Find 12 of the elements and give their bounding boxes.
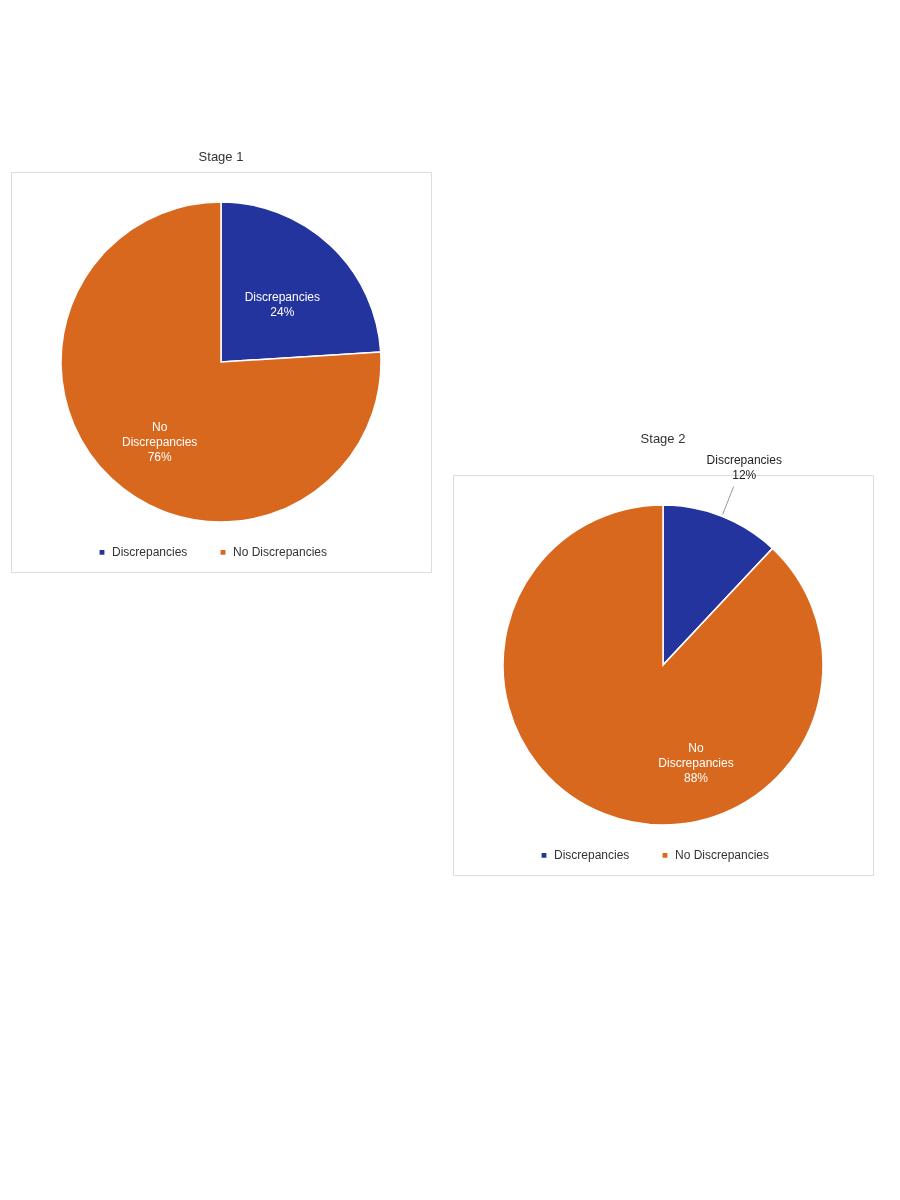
legend-label: No Discrepancies — [233, 545, 328, 560]
chart-title: Stage 1 — [198, 149, 244, 164]
legend-label: Discrepancies — [112, 545, 188, 560]
chart-title: Stage 2 — [640, 430, 686, 446]
data-label: Discrepancies 12% — [706, 452, 782, 482]
pie-slice — [502, 504, 824, 826]
legend-label: No Discrepancies — [675, 848, 770, 863]
legend-label: Discrepancies — [554, 848, 630, 863]
pie-slice — [60, 201, 382, 523]
data-label: No Discrepancies 88% — [658, 741, 734, 786]
data-label: No Discrepancies 76% — [121, 420, 198, 465]
data-label: Discrepancies 24% — [244, 289, 321, 319]
